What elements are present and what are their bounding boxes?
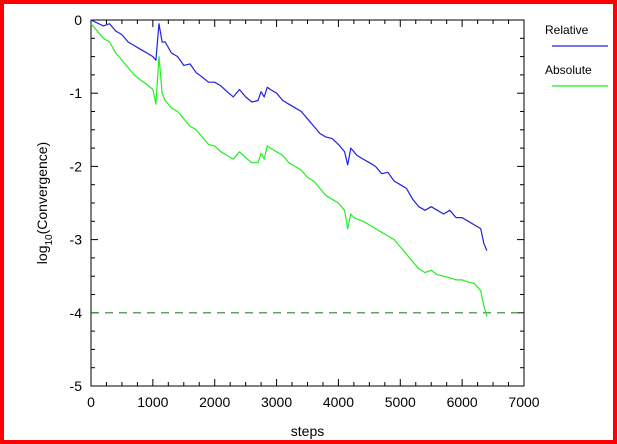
x-tick-label: 0: [87, 394, 95, 410]
y-axis-title-prefix: log: [34, 246, 50, 265]
x-tick-label: 6000: [447, 394, 478, 410]
y-tick-label: -1: [70, 85, 83, 101]
y-tick-label: 0: [74, 12, 82, 28]
x-tick-label: 2000: [199, 394, 230, 410]
y-tick-label: -2: [70, 158, 83, 174]
x-tick-label: 3000: [261, 394, 292, 410]
y-axis-title: log10(Convergence): [34, 142, 55, 264]
x-tick-label: 7000: [508, 394, 539, 410]
x-tick-label: 4000: [323, 394, 354, 410]
y-tick-label: -3: [70, 232, 83, 248]
x-tick-label: 1000: [137, 394, 168, 410]
y-tick-label: -5: [70, 378, 83, 394]
y-axis-title-subscript: 10: [44, 234, 55, 246]
y-tick-label: -4: [70, 305, 83, 321]
x-axis-title: steps: [291, 423, 324, 439]
y-axis-title-suffix: (Convergence): [34, 142, 50, 235]
plot-area-border: [90, 19, 525, 387]
series-line-relative: [90, 19, 488, 251]
legend-label-relative: Relative: [545, 23, 589, 37]
series-line-absolute: [90, 23, 488, 317]
x-tick-label: 5000: [385, 394, 416, 410]
legend-label-absolute: Absolute: [545, 63, 592, 77]
